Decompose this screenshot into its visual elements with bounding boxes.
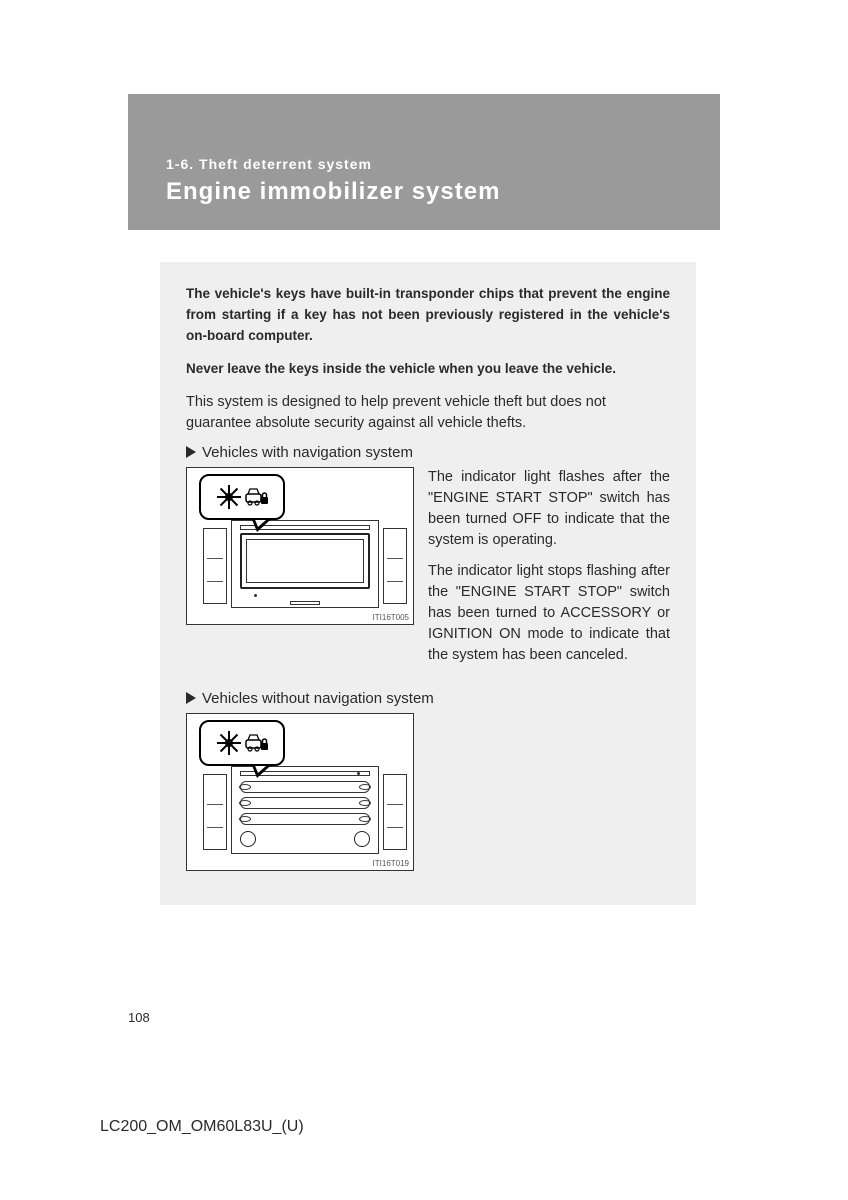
intro-paragraph-1: The vehicle's keys have built-in transpo… [186, 284, 670, 347]
dashboard-sketch [215, 520, 403, 608]
intro-paragraph-2: Never leave the keys inside the vehicle … [186, 359, 670, 380]
dashboard-sketch [215, 766, 403, 854]
triangle-bullet-icon [186, 692, 196, 704]
with-nav-row: ITI16T005 The indicator light flashes af… [186, 467, 670, 676]
page-number: 108 [128, 1010, 150, 1025]
flash-icon [215, 483, 243, 511]
subheading-with-nav-label: Vehicles with navigation system [202, 444, 413, 461]
illustration-code: ITI16T019 [373, 859, 409, 868]
with-nav-description: The indicator light flashes after the "E… [428, 467, 670, 676]
section-number: 1-6. Theft deterrent system [166, 156, 720, 172]
document-code: LC200_OM_OM60L83U_(U) [100, 1118, 304, 1136]
without-nav-row: ITI16T019 [186, 713, 670, 871]
section-title: Engine immobilizer system [166, 178, 720, 206]
subheading-with-nav: Vehicles with navigation system [186, 444, 670, 461]
intro-paragraph-3: This system is designed to help prevent … [186, 392, 670, 434]
subheading-without-nav: Vehicles without navigation system [186, 690, 670, 707]
section-header: 1-6. Theft deterrent system Engine immob… [128, 94, 720, 230]
content-panel: The vehicle's keys have built-in transpo… [160, 262, 696, 905]
with-nav-desc-2: The indicator light stops flashing after… [428, 561, 670, 666]
car-lock-icon [245, 732, 269, 754]
with-nav-desc-1: The indicator light flashes after the "E… [428, 467, 670, 551]
subheading-without-nav-label: Vehicles without navigation system [202, 690, 434, 707]
illustration-code: ITI16T005 [373, 613, 409, 622]
flash-icon [215, 729, 243, 757]
indicator-callout [199, 474, 285, 520]
car-lock-icon [245, 486, 269, 508]
indicator-callout [199, 720, 285, 766]
illustration-without-nav: ITI16T019 [186, 713, 414, 871]
illustration-with-nav: ITI16T005 [186, 467, 414, 625]
triangle-bullet-icon [186, 446, 196, 458]
